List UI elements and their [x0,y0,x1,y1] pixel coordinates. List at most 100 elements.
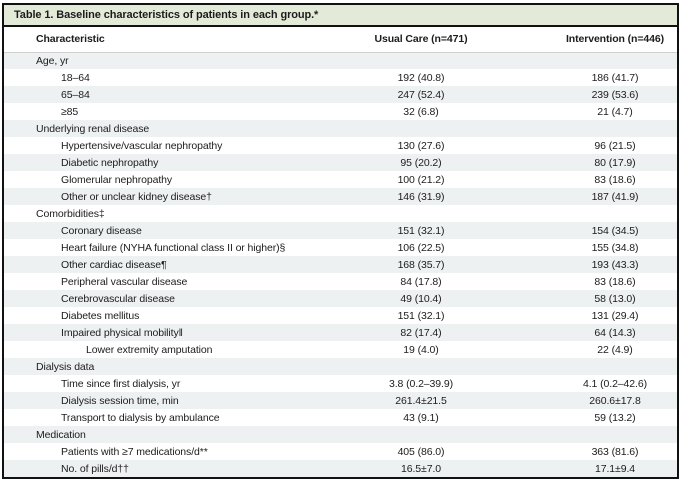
usual-care-value: 168 (35.7) [397,258,445,271]
row-label: 65–84 [61,88,90,101]
intervention-value: 17.1±9.4 [595,462,635,475]
usual-care-value: 261.4±21.5 [395,394,447,407]
row-label: Diabetes mellitus [61,309,140,322]
intervention-value: 22 (4.9) [597,343,633,356]
row-label: Comorbidities‡ [36,207,105,220]
table-body: Age, yr 18–64 192 (40.8) 186 (41.7) 65–84 247… [4,52,677,477]
row-label: Glomerular nephropathy [61,173,173,186]
table-row: Glomerular nephropathy 100 (21.2) 83 (18.6… [4,171,677,188]
intervention-value: 83 (18.6) [594,173,636,186]
intervention-value [553,426,677,443]
row-label: Patients with ≥7 medications/d** [61,445,208,458]
row-label: Underlying renal disease [36,122,150,135]
intervention-value: 260.6±17.8 [589,394,641,407]
intervention-value [553,52,677,69]
intervention-value: 59 (13.2) [594,411,636,424]
column-header-characteristic: Characteristic [4,27,289,53]
usual-care-value [289,52,553,69]
table-row: Impaired physical mobility‖ 82 (17.4) 64 (… [4,324,677,341]
intervention-value: 154 (34.5) [591,224,639,237]
usual-care-value: 32 (6.8) [403,105,439,118]
row-label: Medication [36,428,86,441]
usual-care-value [289,358,553,375]
table-row: 18–64 192 (40.8) 186 (41.7) [4,69,677,86]
usual-care-value: 192 (40.8) [397,71,445,84]
table-row: Other cardiac disease¶ 168 (35.7) 193 (43.… [4,256,677,273]
section-row: Underlying renal disease [4,120,677,137]
table-header: Characteristic Usual Care (n=471) Interv… [4,27,677,53]
section-row: Medication [4,426,677,443]
usual-care-value: 16.5±7.0 [401,462,441,475]
table-row: Patients with ≥7 medications/d** 405 (86.… [4,443,677,460]
row-label: Other or unclear kidney disease† [61,190,212,203]
row-label: Age, yr [36,54,69,67]
table-row: Diabetes mellitus 151 (32.1) 131 (29.4) [4,307,677,324]
usual-care-value: 100 (21.2) [397,173,445,186]
intervention-value: 58 (13.0) [594,292,636,305]
intervention-value: 239 (53.6) [591,88,639,101]
table-row: Time since first dialysis, yr 3.8 (0.2–39… [4,375,677,392]
row-label: Other cardiac disease¶ [61,258,167,271]
row-label: Time since first dialysis, yr [61,377,181,390]
row-label: No. of pills/d†† [61,462,129,475]
usual-care-value: 43 (9.1) [403,411,439,424]
table-row: Transport to dialysis by ambulance 43 (9.… [4,409,677,426]
usual-care-value: 146 (31.9) [397,190,445,203]
table-row: ≥85 32 (6.8) 21 (4.7) [4,103,677,120]
usual-care-value [289,205,553,222]
usual-care-value: 106 (22.5) [397,241,445,254]
usual-care-value: 95 (20.2) [400,156,442,169]
table-row: Heart failure (NYHA functional class II … [4,239,677,256]
row-label: Dialysis data [36,360,95,373]
usual-care-value [289,426,553,443]
intervention-value: 131 (29.4) [591,309,639,322]
usual-care-value: 151 (32.1) [397,224,445,237]
intervention-value: 4.1 (0.2–42.6) [583,377,647,390]
table-row: Lower extremity amputation 19 (4.0) 22 (4.… [4,341,677,358]
usual-care-value: 3.8 (0.2–39.9) [389,377,453,390]
row-label: Peripheral vascular disease [61,275,188,288]
table-row: No. of pills/d†† 16.5±7.0 17.1±9.4 [4,460,677,477]
usual-care-value: 19 (4.0) [403,343,439,356]
section-row: Comorbidities‡ [4,205,677,222]
intervention-value: 187 (41.9) [591,190,639,203]
row-label: Hypertensive/vascular nephropathy [61,139,223,152]
column-header-usual-care: Usual Care (n=471) [289,27,553,53]
intervention-value: 21 (4.7) [597,105,633,118]
row-label: Diabetic nephropathy [61,156,159,169]
row-label: Dialysis session time, min [61,394,179,407]
usual-care-value: 130 (27.6) [397,139,445,152]
table-row: Hypertensive/vascular nephropathy 130 (27… [4,137,677,154]
usual-care-value [289,120,553,137]
intervention-value: 64 (14.3) [594,326,636,339]
baseline-characteristics-table: Table 1. Baseline characteristics of pat… [2,3,679,479]
table-title-bar: Table 1. Baseline characteristics of pat… [4,5,677,27]
table-row: Coronary disease 151 (32.1) 154 (34.5) [4,222,677,239]
column-header-intervention: Intervention (n=446) [553,27,677,53]
table-row: Cerebrovascular disease 49 (10.4) 58 (13.0… [4,290,677,307]
table-row: Dialysis session time, min 261.4±21.5 260.… [4,392,677,409]
intervention-value: 96 (21.5) [594,139,636,152]
table-row: Peripheral vascular disease 84 (17.8) 83 (… [4,273,677,290]
table-title: Table 1. Baseline characteristics of pat… [14,9,319,21]
intervention-value [553,205,677,222]
intervention-value: 363 (81.6) [591,445,639,458]
intervention-value: 155 (34.8) [591,241,639,254]
header-row: Characteristic Usual Care (n=471) Interv… [4,27,677,53]
intervention-value [553,120,677,137]
intervention-value [553,358,677,375]
usual-care-value: 84 (17.8) [400,275,442,288]
section-row: Age, yr [4,52,677,69]
row-label: Heart failure (NYHA functional class II … [61,241,286,254]
intervention-value: 80 (17.9) [594,156,636,169]
row-label: ≥85 [61,105,79,118]
row-label: Cerebrovascular disease [61,292,175,305]
table-row: Other or unclear kidney disease† 146 (31.… [4,188,677,205]
intervention-value: 83 (18.6) [594,275,636,288]
row-label: Coronary disease [61,224,142,237]
usual-care-value: 151 (32.1) [397,309,445,322]
characteristics-table: Characteristic Usual Care (n=471) Interv… [4,27,677,477]
usual-care-value: 49 (10.4) [400,292,442,305]
usual-care-value: 82 (17.4) [400,326,442,339]
intervention-value: 186 (41.7) [591,71,639,84]
